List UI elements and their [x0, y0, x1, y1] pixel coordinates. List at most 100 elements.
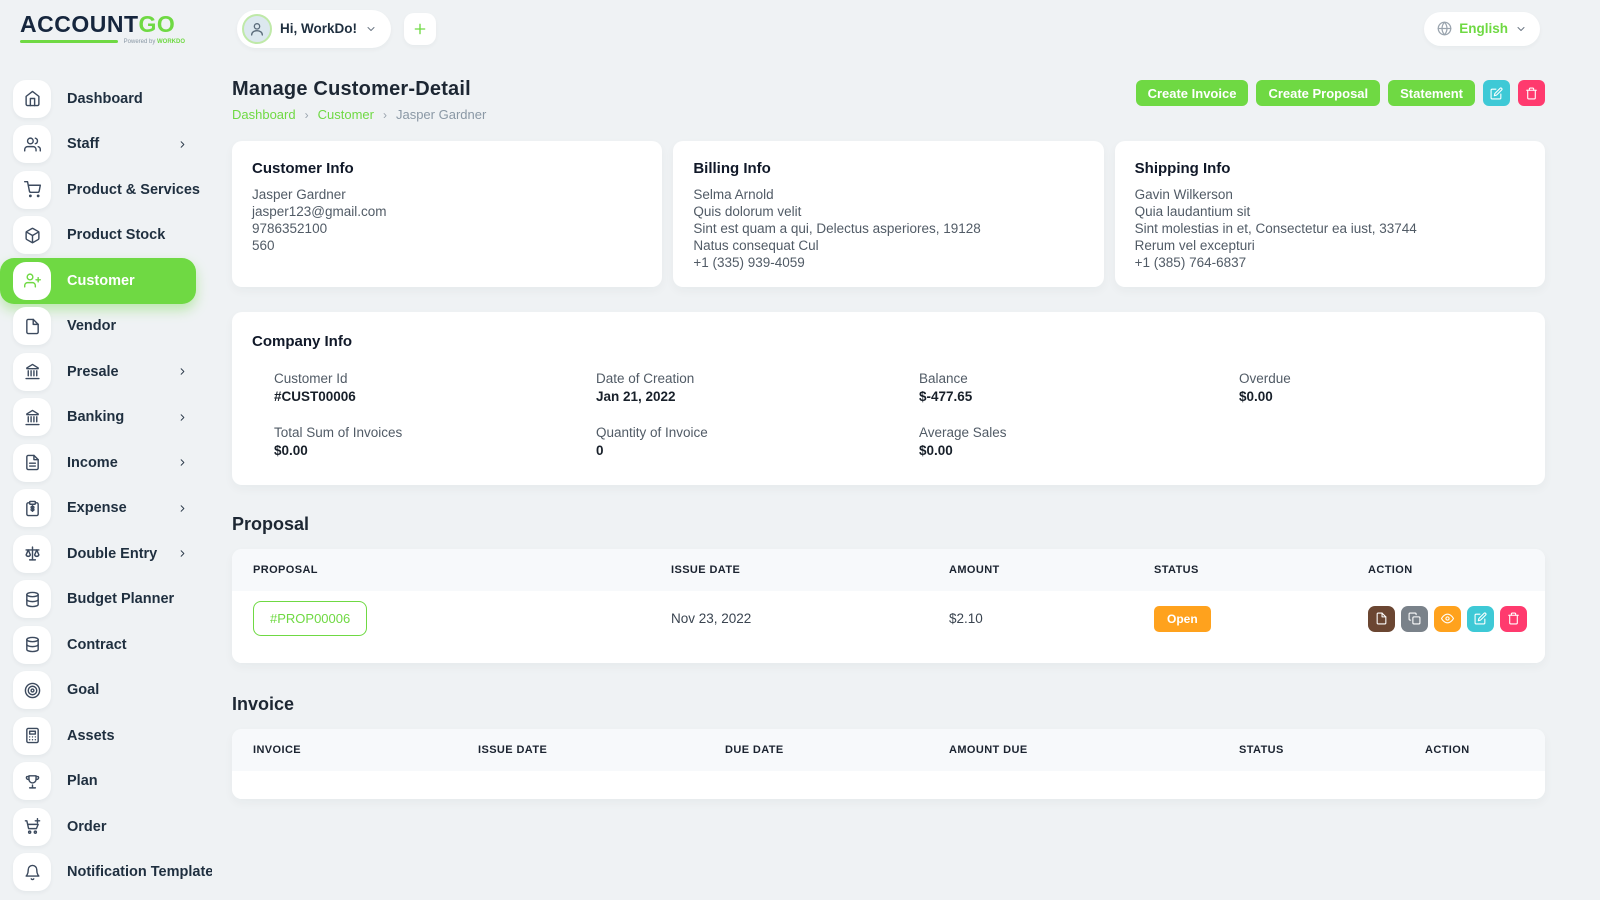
breadcrumb: Dashboard › Customer › Jasper Gardner — [232, 107, 487, 122]
cart-icon — [23, 181, 41, 198]
sidebar-item-income[interactable]: Income — [0, 440, 212, 486]
customer-phone: 9786352100 — [252, 221, 328, 236]
edit-icon — [1474, 612, 1487, 625]
sidebar-item-plan[interactable]: Plan — [0, 759, 212, 805]
customer-tax: 560 — [252, 238, 275, 253]
statement-button[interactable]: Statement — [1388, 80, 1475, 106]
sidebar-item-notification-template[interactable]: Notification Template — [0, 850, 212, 896]
brand-logo[interactable]: ACCOUNTGO Powered by WORKDO — [20, 10, 185, 45]
proposal-section-title: Proposal — [232, 514, 310, 534]
bell-icon — [24, 864, 41, 881]
user-plus-icon — [23, 272, 41, 289]
sidebar-item-staff[interactable]: Staff — [0, 122, 212, 168]
sidebar-item-presale[interactable]: Presale — [0, 349, 212, 395]
field-quantity-of-invoice: Quantity of Invoice 0 — [596, 425, 708, 458]
sidebar-item-order[interactable]: Order — [0, 804, 212, 850]
page-actions: Create Invoice Create Proposal Statement — [1135, 80, 1545, 106]
chevron-down-icon — [1515, 23, 1527, 35]
create-proposal-button[interactable]: Create Proposal — [1256, 80, 1381, 106]
sidebar-item-customer[interactable]: Customer — [0, 258, 196, 304]
coins-icon — [24, 636, 41, 653]
customer-email: jasper123@gmail.com — [252, 204, 387, 219]
invoice-section-title: Invoice — [232, 694, 295, 714]
proposal-pdf-button[interactable] — [1368, 605, 1395, 632]
topbar: ACCOUNTGO Powered by WORKDO Hi, WorkDo! … — [0, 0, 1600, 57]
main-content: Manage Customer-Detail Dashboard › Custo… — [212, 57, 1600, 900]
quick-add-button[interactable] — [404, 12, 436, 45]
sidebar-item-product-stock[interactable]: Product Stock — [0, 213, 212, 259]
file-text-icon — [24, 454, 41, 471]
sidebar-item-expense[interactable]: Expense — [0, 486, 212, 532]
proposal-delete-button[interactable] — [1500, 605, 1527, 632]
globe-icon — [1437, 21, 1452, 36]
user-menu[interactable]: Hi, WorkDo! — [237, 9, 391, 48]
sidebar-item-product-services[interactable]: Product & Services — [0, 167, 212, 213]
sidebar-item-goal[interactable]: Goal — [0, 668, 212, 714]
brand-name: ACCOUNTGO — [20, 10, 176, 37]
calculator-icon — [24, 727, 41, 744]
proposal-actions — [1368, 605, 1545, 632]
chevron-right-icon — [177, 412, 188, 423]
language-selector[interactable]: English — [1424, 11, 1540, 46]
customer-name: Jasper Gardner — [252, 187, 346, 202]
sidebar: Dashboard Staff Product & Services Produ… — [0, 57, 212, 900]
field-average-sales: Average Sales $0.00 — [919, 425, 1007, 458]
sidebar-item-dashboard[interactable]: Dashboard — [0, 76, 212, 122]
language-label: English — [1459, 21, 1508, 36]
chevron-right-icon — [177, 548, 188, 559]
breadcrumb-customer[interactable]: Customer — [317, 107, 374, 122]
proposal-issue-date: Nov 23, 2022 — [671, 611, 752, 626]
copy-icon — [1408, 612, 1421, 625]
bank-icon — [24, 409, 41, 426]
invoice-table: INVOICE ISSUE DATE DUE DATE AMOUNT DUE S… — [232, 729, 1545, 799]
trophy-icon — [24, 773, 41, 790]
delete-customer-button[interactable] — [1518, 80, 1545, 106]
breadcrumb-current: Jasper Gardner — [395, 107, 487, 122]
sidebar-item-contract[interactable]: Contract — [0, 622, 212, 668]
home-icon — [24, 90, 41, 107]
avatar — [242, 13, 272, 44]
status-badge: Open — [1154, 605, 1211, 632]
proposal-number-link[interactable]: #PROP00006 — [253, 601, 368, 636]
chevron-right-icon — [177, 366, 188, 377]
proposal-edit-button[interactable] — [1467, 605, 1494, 632]
sidebar-item-vendor[interactable]: Vendor — [0, 304, 212, 350]
chevron-right-icon — [177, 503, 188, 514]
brand-underline — [20, 40, 118, 43]
sidebar-item-double-entry[interactable]: Double Entry — [0, 531, 212, 577]
eye-icon — [1441, 612, 1454, 625]
proposal-table: PROPOSAL ISSUE DATE AMOUNT STATUS ACTION… — [232, 549, 1545, 663]
create-invoice-button[interactable]: Create Invoice — [1135, 80, 1249, 106]
edit-customer-button[interactable] — [1483, 80, 1510, 106]
clipboard-icon — [24, 500, 41, 517]
trash-icon — [1525, 87, 1538, 100]
shipping-info-card: Shipping Info Gavin Wilkerson Quia lauda… — [1114, 141, 1545, 287]
field-balance: Balance $-477.65 — [919, 371, 973, 404]
proposal-table-row: #PROP00006 Nov 23, 2022 $2.10 Open — [232, 591, 1545, 646]
sidebar-item-budget-planner[interactable]: Budget Planner — [0, 577, 212, 623]
customer-info-card: Customer Info Jasper Gardner jasper123@g… — [232, 141, 663, 287]
breadcrumb-dashboard[interactable]: Dashboard — [232, 107, 296, 122]
chevron-right-icon — [177, 139, 188, 150]
note-icon — [24, 318, 41, 335]
invoice-table-header: INVOICE ISSUE DATE DUE DATE AMOUNT DUE S… — [232, 729, 1545, 771]
sidebar-item-banking[interactable]: Banking — [0, 395, 212, 441]
chevron-down-icon — [365, 23, 377, 35]
file-icon — [1375, 612, 1388, 625]
user-greeting: Hi, WorkDo! — [280, 21, 357, 36]
person-icon — [249, 21, 265, 37]
proposal-duplicate-button[interactable] — [1401, 605, 1428, 632]
proposal-amount: $2.10 — [949, 611, 983, 626]
field-overdue: Overdue $0.00 — [1239, 371, 1291, 404]
trash-icon — [1507, 612, 1520, 625]
chevron-right-icon — [177, 457, 188, 468]
sidebar-item-assets[interactable]: Assets — [0, 713, 212, 759]
bank-icon — [24, 363, 41, 380]
invoice-empty-body — [232, 771, 1545, 799]
company-info-card: Company Info Customer Id #CUST00006 Date… — [232, 312, 1545, 485]
proposal-view-button[interactable] — [1434, 605, 1461, 632]
target-icon — [24, 682, 41, 699]
coins-icon — [24, 591, 41, 608]
edit-icon — [1490, 86, 1503, 100]
